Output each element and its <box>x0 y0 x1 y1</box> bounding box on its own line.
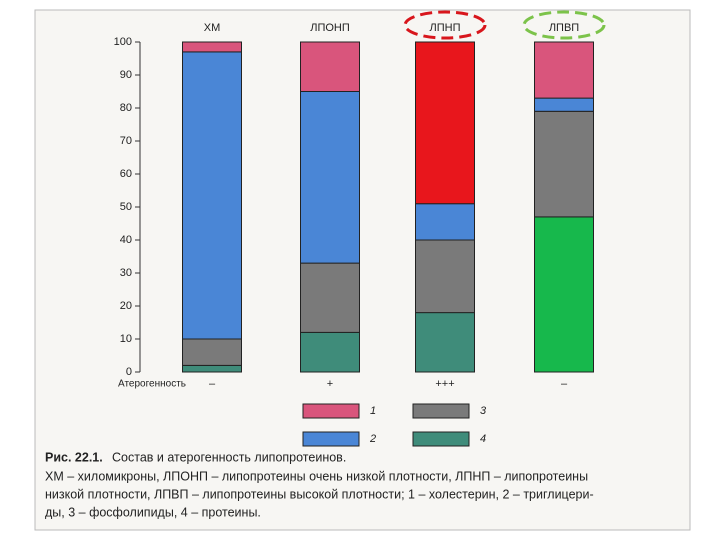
category-label: ЛПНП <box>430 22 461 34</box>
y-tick-label: 40 <box>120 234 132 246</box>
y-tick-label: 30 <box>120 267 132 279</box>
caption-title: Рис. 22.1. <box>45 450 103 464</box>
y-tick-label: 10 <box>120 333 132 345</box>
legend-label: 4 <box>480 433 486 445</box>
bar-segment <box>534 97 594 112</box>
caption-subtitle: Состав и атерогенность липопротеинов. <box>112 450 346 464</box>
caption-line: ды, 3 – фосфолипиды, 4 – протеины. <box>45 505 261 519</box>
caption-line: низкой плотности, ЛПВП – липопротеины вы… <box>45 487 594 501</box>
bar-segment <box>300 262 360 333</box>
category-label: ЛПВП <box>549 22 579 34</box>
legend-swatch <box>302 431 360 447</box>
bar-segment <box>300 331 360 373</box>
y-tick-label: 0 <box>126 366 132 378</box>
bar-segment <box>534 41 594 99</box>
atherogenicity-value: – <box>209 378 216 390</box>
bar-segment <box>182 41 242 53</box>
row-label: Атерогенность <box>118 379 186 390</box>
bar-segment <box>182 338 242 366</box>
legend-swatch <box>412 403 470 419</box>
highlight-ldl <box>403 10 487 40</box>
y-tick-label: 20 <box>120 300 132 312</box>
bar-segment <box>415 203 475 241</box>
legend-label: 2 <box>369 433 376 445</box>
highlight-hdl <box>522 10 606 40</box>
atherogenicity-value: + <box>327 378 333 390</box>
caption-line: ХМ – хиломикроны, ЛПОНП – липопротеины о… <box>45 469 588 483</box>
atherogenicity-value: – <box>561 378 568 390</box>
category-label: ХМ <box>204 22 221 34</box>
y-tick-label: 50 <box>120 201 132 213</box>
bar-segment <box>415 239 475 314</box>
y-tick-label: 70 <box>120 135 132 147</box>
category-label: ЛПОНП <box>310 22 350 34</box>
bar-segment <box>534 110 594 218</box>
y-tick-label: 80 <box>120 102 132 114</box>
bar-segment <box>415 41 475 205</box>
bar-segment <box>182 364 242 373</box>
bar-segment <box>300 41 360 92</box>
y-tick-label: 60 <box>120 168 132 180</box>
legend-label: 3 <box>480 405 487 417</box>
legend-swatch <box>412 431 470 447</box>
legend-swatch <box>302 403 360 419</box>
bar-segment <box>415 312 475 373</box>
bar-segment <box>534 216 594 373</box>
y-tick-label: 90 <box>120 69 132 81</box>
y-tick-label: 100 <box>114 36 132 48</box>
atherogenicity-value: +++ <box>435 378 454 390</box>
legend-label: 1 <box>370 405 376 417</box>
bar-segment <box>182 51 242 340</box>
bar-segment <box>300 91 360 264</box>
